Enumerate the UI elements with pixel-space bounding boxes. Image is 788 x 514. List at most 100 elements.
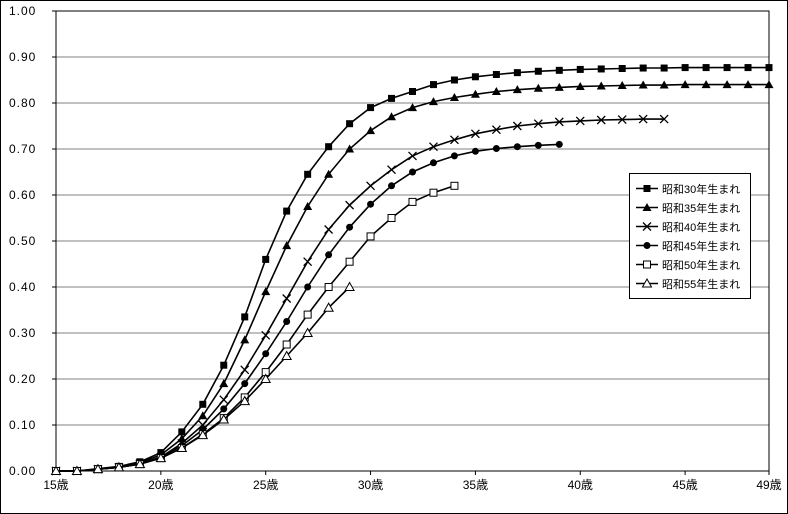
open-square-icon — [324, 283, 333, 291]
open-square-icon — [408, 197, 417, 206]
cross-icon — [261, 330, 271, 340]
filled-square-icon — [576, 65, 584, 73]
filled-triangle-icon — [449, 92, 459, 101]
filled-square-icon — [513, 69, 521, 77]
filled-triangle-icon — [642, 203, 652, 211]
filled-circle-icon — [388, 182, 396, 190]
y-tick-label: 0.50 — [9, 234, 36, 248]
legend-label: 昭和50年生まれ — [662, 259, 741, 272]
cross-icon — [240, 365, 250, 375]
legend-swatch — [636, 260, 658, 269]
cross-icon — [533, 119, 543, 129]
filled-square-icon — [367, 104, 375, 112]
cross-icon — [596, 115, 606, 125]
cross-icon — [387, 165, 396, 175]
filled-square-icon — [199, 400, 207, 408]
series-5 — [50, 281, 355, 475]
cross-icon — [617, 115, 627, 125]
filled-circle-icon — [513, 143, 521, 151]
filled-triangle-icon — [617, 81, 627, 90]
filled-square-icon — [555, 66, 563, 74]
x-tick-label: 45歳 — [672, 478, 697, 492]
y-tick-label: 1.00 — [9, 4, 36, 18]
filled-triangle-icon — [659, 80, 669, 89]
filled-circle-icon — [534, 141, 542, 149]
legend-swatch — [636, 242, 658, 249]
filled-circle-icon — [555, 140, 563, 148]
open-triangle-icon — [281, 350, 293, 360]
cross-icon — [219, 395, 229, 405]
filled-square-icon — [639, 64, 647, 72]
filled-triangle-icon — [261, 287, 271, 296]
legend-swatch — [636, 222, 658, 231]
filled-triangle-icon — [638, 80, 648, 89]
open-triangle-icon — [239, 395, 251, 406]
cross-icon — [303, 257, 313, 267]
series-0 — [52, 64, 773, 475]
legend-item: 昭和40年生まれ — [635, 218, 745, 235]
cross-icon — [659, 114, 669, 124]
legend-label: 昭和30年生まれ — [662, 183, 741, 196]
filled-triangle-icon — [512, 85, 522, 94]
open-square-icon — [387, 214, 396, 222]
filled-triangle-icon — [345, 144, 355, 153]
y-tick-label: 0.90 — [9, 50, 36, 64]
open-square-icon — [450, 181, 459, 190]
open-triangle-icon — [260, 373, 272, 383]
x-tick-label: 40歳 — [568, 478, 593, 492]
legend-item: 昭和50年生まれ — [635, 256, 745, 273]
open-triangle-icon — [218, 413, 230, 424]
open-triangle-icon — [323, 302, 334, 312]
filled-circle-icon — [450, 152, 458, 160]
legend-swatch — [636, 277, 658, 288]
filled-circle-icon — [346, 223, 354, 231]
filled-circle-icon — [367, 200, 375, 208]
filled-square-icon — [429, 81, 437, 89]
filled-square-icon — [304, 170, 312, 178]
filled-square-icon — [262, 255, 270, 263]
y-tick-label: 0.20 — [9, 372, 36, 386]
open-triangle-icon — [302, 327, 314, 337]
filled-square-icon — [534, 67, 542, 75]
open-square-icon — [643, 260, 651, 269]
x-tick-label: 15歳 — [43, 478, 68, 492]
cross-icon — [345, 200, 355, 210]
y-tick-label: 0.60 — [9, 188, 36, 202]
chart-legend: 昭和30年生まれ昭和35年生まれ 昭和40年生まれ昭和45年生まれ 昭和50年生まれ… — [629, 173, 751, 299]
open-triangle-icon — [50, 465, 62, 475]
cross-icon — [408, 151, 417, 161]
filled-triangle-icon — [366, 126, 376, 135]
filled-circle-icon — [325, 251, 333, 259]
filled-square-icon — [471, 73, 479, 81]
open-square-icon — [282, 340, 291, 349]
legend-label: 昭和55年生まれ — [662, 278, 741, 291]
filled-square-icon — [660, 64, 668, 72]
legend-label: 昭和45年生まれ — [662, 240, 741, 253]
y-tick-label: 0.80 — [9, 96, 36, 110]
filled-triangle-icon — [596, 81, 606, 90]
filled-square-icon — [450, 76, 458, 84]
filled-circle-icon — [409, 168, 416, 176]
filled-triangle-icon — [575, 81, 585, 90]
x-tick-label: 20歳 — [148, 478, 173, 492]
legend-item: 昭和35年生まれ — [635, 199, 745, 216]
x-tick-label: 25歳 — [253, 478, 278, 492]
legend-item: 昭和45年生まれ — [635, 237, 745, 254]
plot-border — [55, 10, 770, 472]
filled-square-icon — [283, 207, 291, 215]
open-triangle-icon — [641, 277, 653, 288]
filled-triangle-icon — [701, 80, 711, 89]
x-tick-label: 49歳 — [756, 478, 781, 492]
filled-triangle-icon — [303, 202, 313, 210]
series-line — [56, 185, 455, 472]
y-tick-label: 0.00 — [9, 464, 36, 478]
filled-circle-icon — [643, 242, 651, 249]
cross-icon — [429, 142, 438, 152]
cross-icon — [366, 181, 376, 191]
cross-icon — [324, 225, 334, 234]
open-triangle-icon — [155, 452, 167, 463]
filled-triangle-icon — [387, 112, 397, 121]
series-2 — [51, 114, 669, 476]
filled-circle-icon — [492, 145, 500, 153]
